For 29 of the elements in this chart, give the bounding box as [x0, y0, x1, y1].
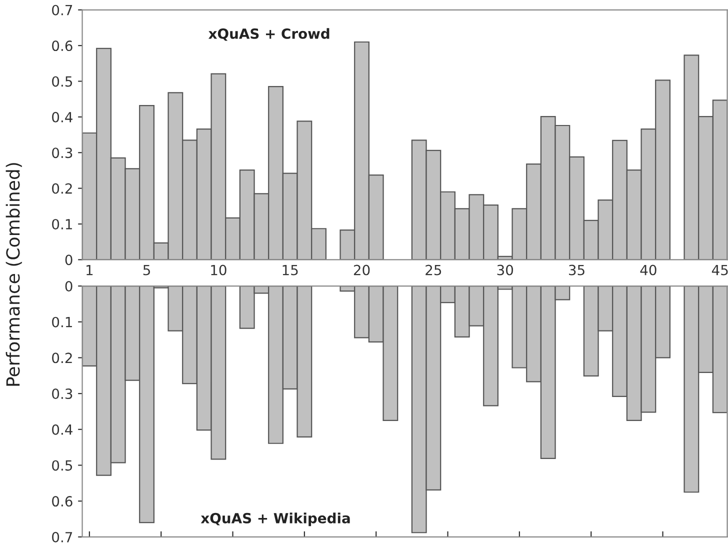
x-tick-label: 40 — [640, 264, 656, 276]
y-tick-label: 0.7 — [52, 4, 72, 16]
y-axis-title: Performance (Combined) — [6, 163, 22, 386]
x-tick-label: 1 — [86, 264, 93, 276]
y-tick-label: 0.5 — [52, 76, 72, 87]
x-tick-label: 5 — [143, 264, 150, 276]
x-tick-label: 30 — [497, 264, 514, 276]
x-tick-label: 20 — [354, 264, 370, 276]
y-tick-label: 0.2 — [52, 183, 72, 194]
x-tick-label: 15 — [282, 264, 298, 276]
y-tick-label: 0.5 — [52, 460, 72, 471]
y-tick-label: 0.3 — [52, 388, 72, 400]
x-tick-label: 10 — [211, 264, 226, 276]
y-tick-label: 0 — [65, 281, 72, 292]
y-tick-label: 0.6 — [52, 40, 72, 52]
annotation: xQuAS + Wikipedia — [200, 512, 350, 526]
y-tick-label: 0.4 — [52, 112, 72, 122]
y-tick-label: 0.6 — [52, 496, 72, 507]
y-tick-label: 0.1 — [52, 218, 72, 230]
x-tick-label: 45 — [712, 264, 728, 276]
y-tick-label: 0 — [65, 254, 72, 266]
y-tick-label: 0.1 — [52, 316, 72, 328]
y-tick-label: 0.7 — [52, 532, 72, 542]
y-tick-label: 0.2 — [52, 352, 72, 364]
y-tick-label: 0.3 — [52, 148, 72, 158]
annotation: xQuAS + Crowd — [208, 28, 330, 41]
x-tick-label: 25 — [426, 264, 442, 276]
y-tick-label: 0.4 — [52, 424, 72, 435]
x-tick-label: 35 — [568, 264, 584, 276]
